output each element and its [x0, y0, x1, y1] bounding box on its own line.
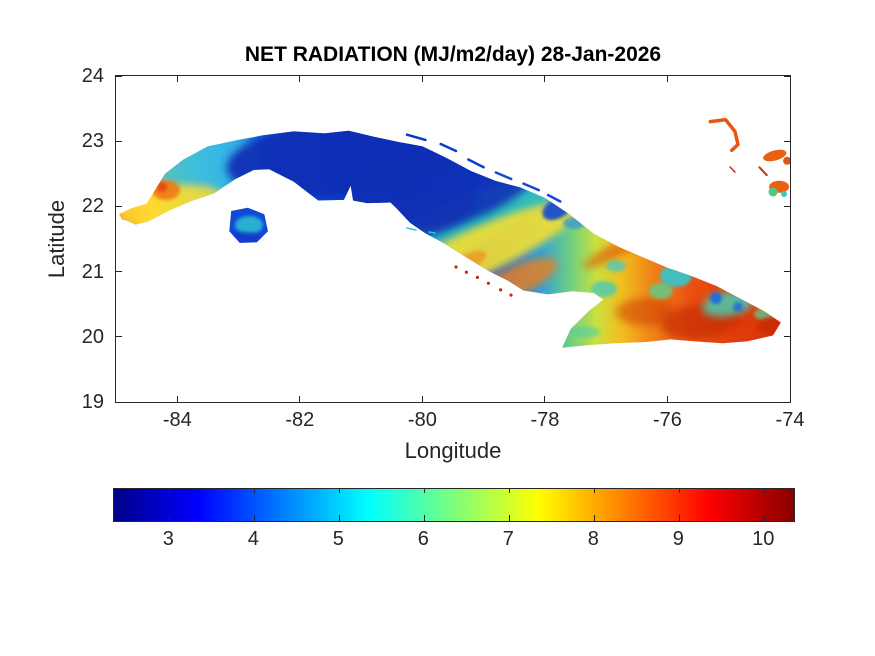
- cuba-radiation-map: [119, 117, 792, 348]
- colorbar-tick: [253, 489, 255, 493]
- north-coast-cays: [405, 133, 562, 203]
- x-tick: [176, 76, 178, 82]
- y-tick: [784, 336, 790, 338]
- x-tick-label: -78: [530, 409, 560, 431]
- colorbar-tick-label: 10: [752, 528, 775, 550]
- x-tick: [421, 76, 423, 82]
- colorbar-tick: [423, 515, 425, 521]
- y-tick-label: 24: [81, 65, 104, 87]
- x-tick: [666, 396, 668, 402]
- x-tick: [789, 76, 791, 82]
- x-tick-label: -76: [653, 409, 682, 431]
- bahamas-islands: [708, 117, 792, 197]
- colorbar-tick: [253, 515, 255, 521]
- colorbar-tick: [338, 515, 340, 521]
- x-tick: [299, 396, 301, 402]
- y-tick-label: 21: [81, 260, 104, 283]
- colorbar-tick: [508, 489, 510, 493]
- y-tick: [784, 140, 790, 142]
- x-tick: [421, 396, 423, 402]
- x-tick: [299, 76, 301, 82]
- isla-de-la-juventud: [229, 207, 268, 243]
- colorbar-tick-label: 8: [587, 528, 599, 550]
- cuba-mainland: [119, 130, 781, 348]
- x-tick-label: -80: [407, 409, 437, 431]
- colorbar-tick-label: 9: [672, 528, 684, 550]
- y-tick: [116, 140, 122, 142]
- colorbar-tick: [593, 515, 595, 521]
- colorbar-tick: [678, 515, 680, 521]
- y-tick: [116, 271, 122, 273]
- plot-area: [115, 75, 792, 403]
- y-tick: [116, 401, 122, 403]
- y-tick: [116, 205, 122, 207]
- x-tick: [666, 76, 668, 82]
- colorbar-tick: [678, 489, 680, 493]
- colorbar-tick: [168, 515, 170, 521]
- colorbar-tick-label: 3: [162, 528, 174, 550]
- colorbar-tick: [423, 489, 425, 493]
- x-tick: [544, 396, 546, 402]
- y-tick-label: 19: [81, 391, 104, 413]
- y-tick-label: 22: [81, 195, 104, 218]
- colorbar-tick: [508, 515, 510, 521]
- y-tick: [116, 336, 122, 338]
- jardines-de-la-reina-cays: [454, 265, 513, 297]
- x-tick-label: -74: [775, 409, 805, 431]
- colorbar-tick: [593, 489, 595, 493]
- chart-title: NET RADIATION (MJ/m2/day) 28-Jan-2026: [244, 43, 662, 66]
- x-tick-label: -82: [285, 409, 315, 431]
- y-tick: [784, 75, 790, 77]
- colorbar-tick: [338, 489, 340, 493]
- y-tick: [784, 401, 790, 403]
- gulf-cyan-specks: [406, 227, 436, 234]
- x-tick: [544, 76, 546, 82]
- colorbar-tick: [168, 489, 170, 493]
- y-tick: [784, 205, 790, 207]
- colorbar-tick: [763, 489, 765, 493]
- colorbar-tick: [763, 515, 765, 521]
- y-tick-label: 20: [81, 325, 104, 348]
- y-tick: [116, 75, 122, 77]
- colorbar-tick-label: 6: [417, 528, 429, 550]
- x-tick: [789, 396, 791, 402]
- colorbar-tick-label: 7: [502, 528, 514, 550]
- y-tick: [784, 271, 790, 273]
- y-tick-label: 23: [81, 130, 104, 153]
- x-axis-label: Longitude: [404, 438, 502, 463]
- x-tick: [176, 396, 178, 402]
- colorbar-tick-label: 4: [247, 528, 259, 550]
- colorbar: [113, 488, 795, 522]
- colorbar-tick-label: 5: [332, 528, 344, 550]
- x-tick-label: -84: [162, 409, 192, 431]
